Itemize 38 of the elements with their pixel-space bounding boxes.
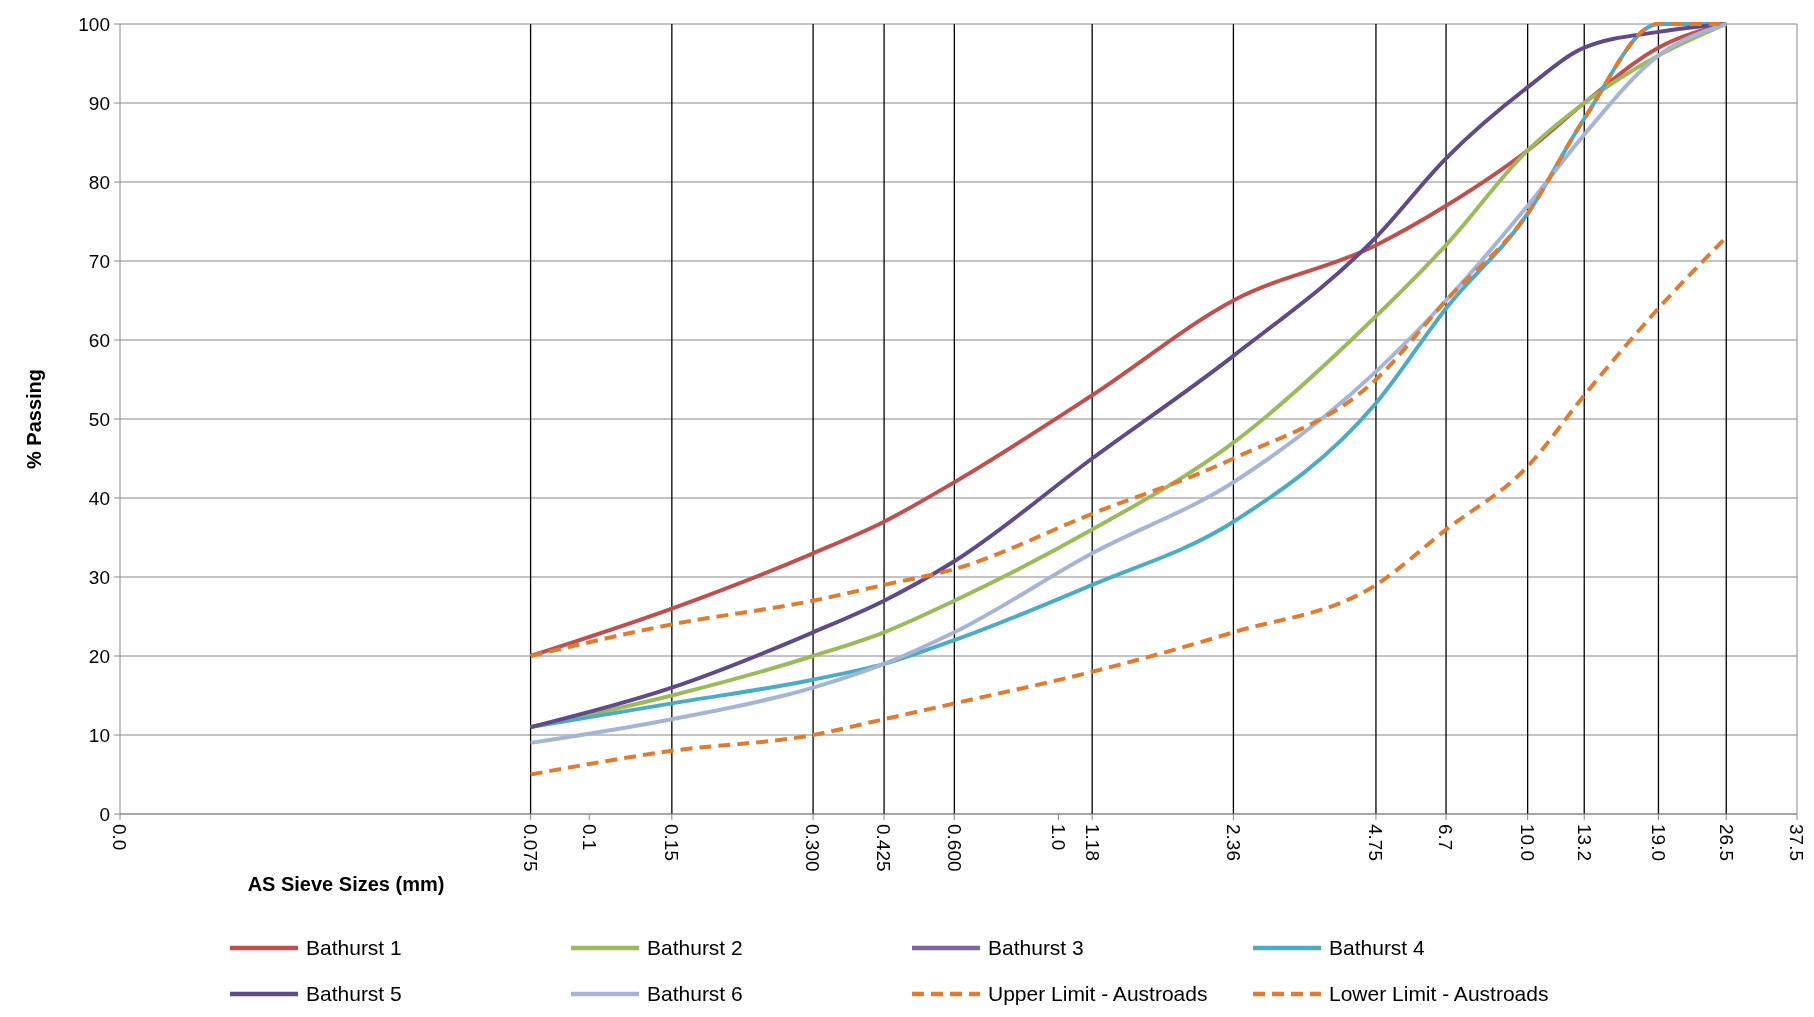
y-tick-label: 50	[88, 408, 110, 430]
x-tick-label: 0.600	[943, 824, 965, 872]
y-tick-label: 100	[78, 13, 110, 35]
y-tick-label: 70	[88, 250, 110, 272]
x-tick-label: 0.425	[873, 824, 895, 872]
y-tick-label: 20	[88, 645, 110, 667]
y-axis-title: % Passing	[23, 368, 45, 470]
legend-label: Upper Limit - Austroads	[988, 982, 1208, 1006]
y-tick-label: 0	[99, 803, 110, 825]
x-tick-label: 1.0	[1047, 824, 1069, 851]
legend-label: Bathurst 1	[306, 936, 402, 960]
x-tick-label: 0.075	[519, 824, 541, 872]
legend-label: Lower Limit - Austroads	[1329, 982, 1549, 1006]
legend-label: Bathurst 3	[988, 936, 1084, 960]
x-tick-label: 1.18	[1081, 824, 1103, 861]
x-tick-label: 0.0	[109, 824, 131, 851]
legend-label: Bathurst 2	[647, 936, 743, 960]
y-tick-label: 60	[88, 329, 110, 351]
x-tick-label: 0.300	[802, 824, 824, 872]
x-tick-label: 6.7	[1435, 824, 1457, 851]
y-tick-label: 80	[88, 171, 110, 193]
x-tick-label: 0.1	[578, 824, 600, 851]
x-tick-label: 26.5	[1715, 824, 1737, 861]
x-tick-label: 4.75	[1365, 824, 1387, 861]
x-tick-label: 0.15	[661, 824, 683, 861]
y-tick-label: 30	[88, 566, 110, 588]
x-axis-title: AS Sieve Sizes (mm)	[247, 873, 445, 895]
x-tick-label: 2.36	[1222, 824, 1244, 861]
legend-label: Bathurst 5	[306, 982, 402, 1006]
x-tick-label: 19.0	[1647, 824, 1669, 861]
x-tick-label: 13.2	[1573, 824, 1595, 861]
y-tick-label: 10	[88, 724, 110, 746]
legend-label: Bathurst 6	[647, 982, 743, 1006]
x-tick-label: 10.0	[1517, 824, 1538, 861]
x-tick-label: 37.5	[1786, 824, 1808, 861]
y-tick-label: 90	[88, 92, 110, 114]
legend-label: Bathurst 4	[1329, 936, 1426, 960]
y-tick-label: 40	[88, 487, 110, 509]
